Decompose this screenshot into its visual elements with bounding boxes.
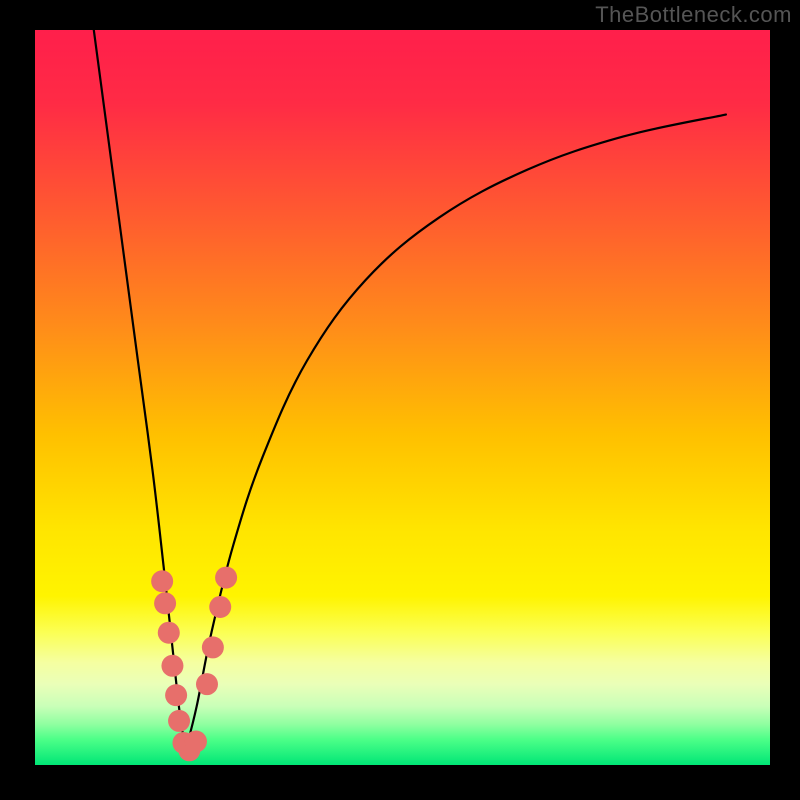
data-marker — [185, 730, 207, 752]
data-marker — [215, 567, 237, 589]
data-marker — [196, 673, 218, 695]
gradient-plot-area — [35, 30, 770, 765]
data-marker — [158, 622, 180, 644]
data-marker — [168, 710, 190, 732]
data-marker — [161, 655, 183, 677]
data-marker — [209, 596, 231, 618]
chart-svg — [0, 0, 800, 800]
data-marker — [154, 592, 176, 614]
data-marker — [202, 636, 224, 658]
watermark-text: TheBottleneck.com — [595, 2, 792, 28]
data-marker — [151, 570, 173, 592]
data-marker — [165, 684, 187, 706]
chart-container: TheBottleneck.com — [0, 0, 800, 800]
